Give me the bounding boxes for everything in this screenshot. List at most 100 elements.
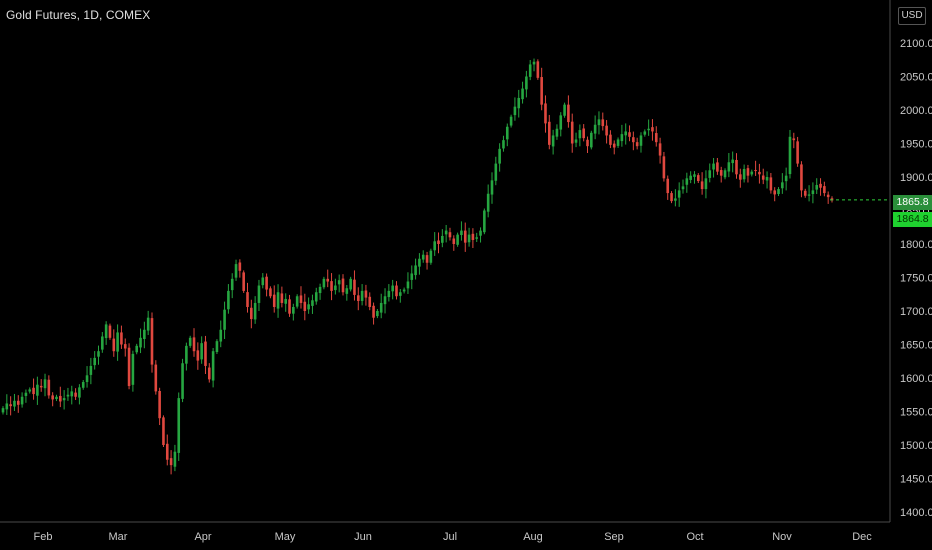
candle-body xyxy=(670,193,673,202)
candle-body xyxy=(318,286,322,294)
candle-body xyxy=(483,210,486,233)
candle-body xyxy=(280,293,284,303)
candle-body xyxy=(830,198,834,201)
candle-body xyxy=(85,375,89,383)
candle-body xyxy=(536,61,540,78)
candle-body xyxy=(307,304,310,310)
candle-body xyxy=(742,168,746,180)
candle-body xyxy=(792,138,796,141)
candle-body xyxy=(769,177,773,191)
candle-body xyxy=(639,135,643,146)
candle-body xyxy=(322,278,326,288)
candle-body xyxy=(211,351,215,381)
candle-body xyxy=(135,345,139,353)
candle-body xyxy=(632,137,635,143)
price-tick-label: 1800.0 xyxy=(900,239,932,251)
candle-body xyxy=(227,290,230,310)
candle-body xyxy=(250,307,253,320)
candle-body xyxy=(616,139,620,146)
candle-body xyxy=(337,280,341,285)
candle-body xyxy=(540,77,543,105)
candle-body xyxy=(303,301,307,311)
candle-body xyxy=(437,240,440,244)
candle-body xyxy=(463,230,467,243)
candle-body xyxy=(204,341,207,366)
candle-body xyxy=(696,175,700,182)
candle-body xyxy=(387,290,391,298)
candle-body xyxy=(605,125,608,136)
candle-body xyxy=(418,258,421,267)
candle-body xyxy=(406,281,410,289)
candle-body xyxy=(612,143,616,148)
candle-body xyxy=(66,394,70,397)
candle-body xyxy=(620,134,624,142)
candle-body xyxy=(402,289,406,292)
candle-body xyxy=(532,61,536,65)
candle-body xyxy=(739,174,742,180)
candle-body xyxy=(78,387,81,398)
candle-body xyxy=(700,181,704,190)
time-axis[interactable]: Feb Mar Apr May Jun Jul Aug Sep Oct Nov Dec xyxy=(34,531,873,543)
candle-body xyxy=(139,337,142,348)
candle-body xyxy=(716,162,719,172)
candle-body xyxy=(284,298,288,304)
candle-body xyxy=(784,175,788,182)
time-tick-label: Apr xyxy=(194,531,211,543)
candle-body xyxy=(383,296,387,305)
candle-body xyxy=(334,285,337,291)
candle-body xyxy=(574,139,578,143)
candle-body xyxy=(32,387,35,395)
candle-body xyxy=(800,164,803,191)
price-tick-label: 1550.0 xyxy=(900,407,932,419)
candle-body xyxy=(502,140,505,149)
candle-body xyxy=(1,408,5,413)
candle-body xyxy=(55,396,58,400)
candle-body xyxy=(421,254,425,260)
candle-body xyxy=(773,190,776,195)
candle-body xyxy=(399,292,402,296)
candle-body xyxy=(5,403,9,410)
candle-body xyxy=(16,400,20,405)
candle-body xyxy=(143,329,146,340)
candle-body xyxy=(823,186,826,194)
candle-body xyxy=(207,367,211,380)
candle-body xyxy=(635,142,639,147)
candle-body xyxy=(731,159,734,164)
candle-body xyxy=(395,285,398,297)
candle-body xyxy=(513,106,517,116)
candle-body xyxy=(414,265,417,276)
candle-body xyxy=(758,171,761,175)
price-tick-label: 1900.0 xyxy=(900,172,932,184)
candle-body xyxy=(200,343,203,360)
candle-body xyxy=(116,332,119,352)
candle-body xyxy=(196,350,200,361)
candle-body xyxy=(647,128,650,131)
candle-body xyxy=(708,170,712,178)
price-tick-label: 1600.0 xyxy=(900,373,932,385)
candle-body xyxy=(165,443,169,460)
candle-body xyxy=(364,290,368,298)
candle-body xyxy=(624,131,628,136)
current-price-badge: 1864.8 xyxy=(893,212,932,227)
candle-body xyxy=(391,285,394,292)
candle-body xyxy=(59,395,62,402)
candle-body xyxy=(242,272,245,291)
candle-body xyxy=(47,379,51,396)
candle-body xyxy=(108,325,112,338)
price-axis[interactable]: 1400.0 1450.0 1500.0 1550.0 1600.0 1650.0 1700… xyxy=(900,38,932,519)
candle-body xyxy=(150,318,154,365)
candle-body xyxy=(349,278,352,290)
candle-body xyxy=(777,189,780,195)
price-tick-label: 1400.0 xyxy=(900,507,932,519)
candle-body xyxy=(13,400,16,407)
candle-body xyxy=(685,178,689,185)
candle-body xyxy=(429,250,433,263)
candle-body xyxy=(494,163,498,181)
price-tick-label: 1650.0 xyxy=(900,340,932,352)
candle-body xyxy=(563,104,566,116)
candle-body xyxy=(51,395,54,400)
currency-button[interactable]: USD xyxy=(898,7,926,25)
candle-body xyxy=(467,234,471,243)
candle-body xyxy=(162,417,165,445)
last-price-badge: 1865.8 xyxy=(893,195,932,210)
